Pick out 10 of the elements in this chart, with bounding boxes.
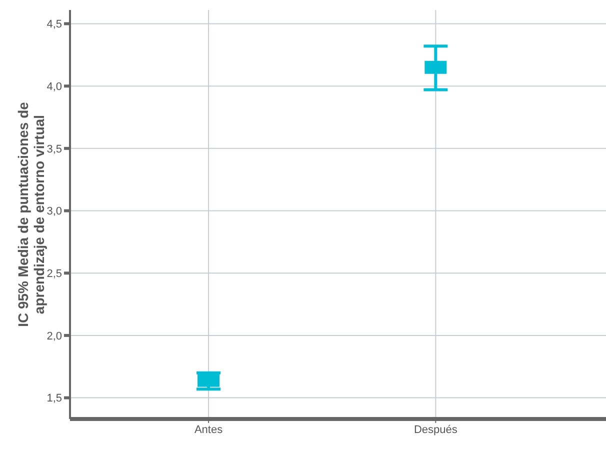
y-tick-label: 2,0 — [46, 330, 62, 342]
y-tick-label: 1,5 — [46, 392, 62, 405]
y-tick-label: 3,0 — [46, 206, 62, 218]
y-tick-label: 4,0 — [46, 80, 62, 93]
y-tick-label: 4,5 — [46, 18, 62, 31]
x-tick-label: Después — [414, 424, 458, 436]
y-tick-label: 2,5 — [46, 268, 62, 280]
x-tick-label: Antes — [194, 424, 224, 436]
y-axis-title: IC 95% Media de puntuaciones de aprendizaje de entorno virtual — [15, 102, 47, 327]
y-tick-label: 3,5 — [46, 143, 62, 156]
